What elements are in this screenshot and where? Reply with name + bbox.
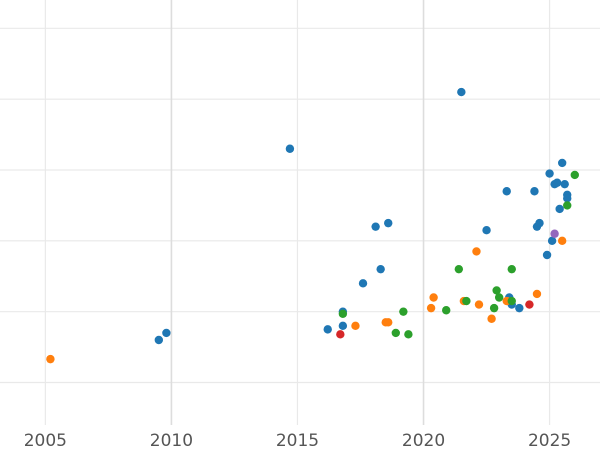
point-blue-12 [502,187,511,196]
point-blue-8 [376,264,385,274]
point-blue-9 [384,218,393,228]
point-green-8 [492,286,501,295]
point-green-1 [391,328,400,338]
point-blue-4 [338,321,348,331]
point-orange-12 [557,236,567,246]
point-blue-23 [552,178,562,187]
point-green-2 [399,307,408,316]
x-tick-label-2: 2015 [276,431,319,450]
point-orange-7 [472,247,481,256]
point-blue-21 [547,236,557,246]
point-green-13 [570,170,579,180]
point-green-9 [494,293,504,302]
point-blue-28 [563,194,572,203]
point-blue-2 [285,144,295,153]
point-orange-0 [46,354,55,364]
point-blue-3 [323,325,332,334]
points-layer [46,87,579,364]
point-blue-1 [162,328,171,338]
point-blue-6 [358,279,368,288]
point-blue-11 [482,226,491,235]
point-blue-16 [530,187,539,196]
grid-layer [0,0,600,425]
point-orange-1 [351,321,360,331]
x-tick-label-1: 2010 [150,431,193,450]
point-green-10 [507,296,516,306]
point-blue-20 [545,169,554,178]
point-blue-0 [154,335,164,345]
point-green-4 [442,306,451,315]
point-orange-11 [532,289,542,299]
point-orange-4 [426,303,436,313]
point-blue-7 [371,222,380,231]
point-blue-15 [515,303,524,313]
point-blue-26 [560,179,569,189]
point-orange-9 [487,314,496,323]
point-green-12 [563,201,572,210]
point-purple-0 [550,229,559,238]
point-orange-8 [474,300,484,309]
point-blue-24 [555,204,564,214]
x-tick-labels: 2005 2010 2015 2020 2025 [24,431,571,450]
point-red-0 [336,330,345,339]
point-green-6 [462,296,471,306]
x-tick-label-3: 2020 [402,431,445,450]
point-orange-5 [429,293,438,302]
point-green-0 [338,309,348,318]
point-green-7 [489,303,499,313]
x-tick-label-4: 2025 [528,431,571,450]
point-red-1 [525,300,534,309]
point-green-5 [454,264,464,274]
point-blue-19 [542,250,552,260]
point-blue-18 [535,218,544,228]
point-orange-3 [384,318,393,327]
point-blue-25 [557,158,567,168]
point-blue-10 [457,87,466,97]
point-green-3 [404,330,413,339]
point-green-11 [507,264,516,274]
x-tick-label-0: 2005 [24,431,67,450]
